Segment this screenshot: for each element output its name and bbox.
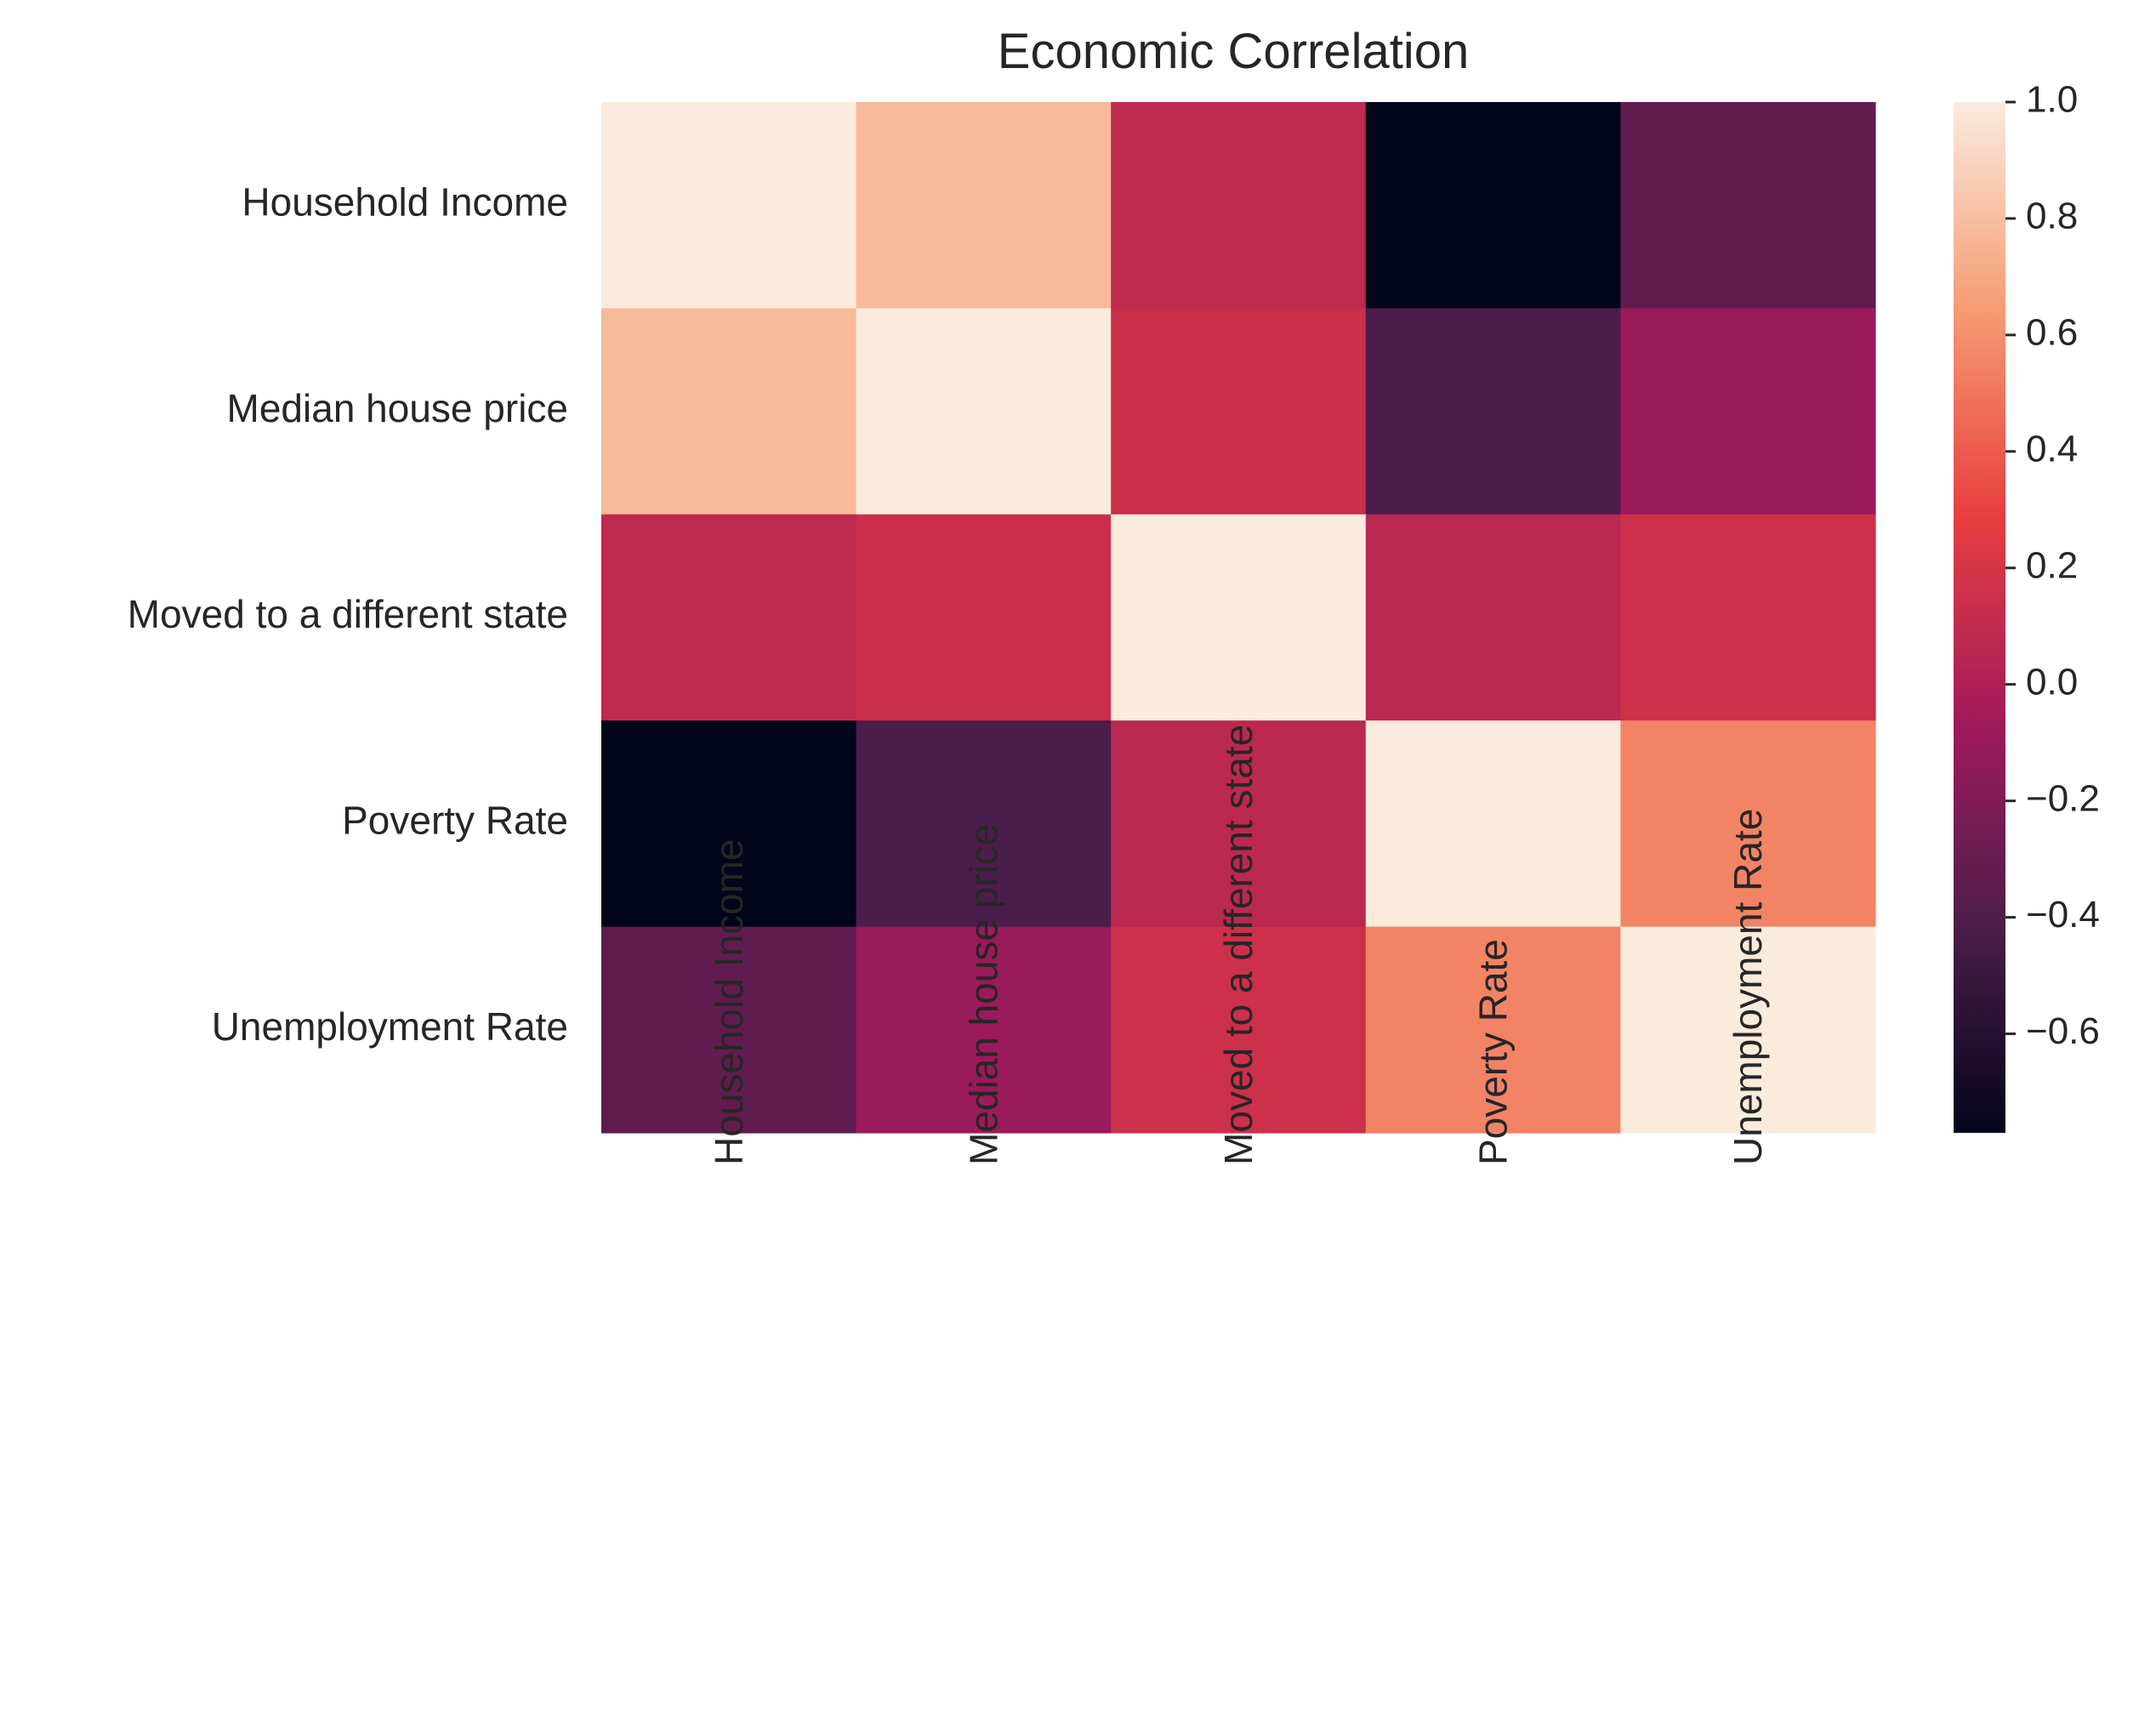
- row-label-1: Median house price: [227, 386, 568, 430]
- heatmap-cell-r0-c4: [1620, 102, 1876, 309]
- colorbar-tick-label-3: 0.4: [2026, 428, 2078, 469]
- heatmap-cell-r2-c0: [601, 514, 857, 721]
- heatmap-cell-r4-c1: [856, 926, 1112, 1134]
- heatmap-cell-r4-c0: [601, 926, 857, 1134]
- heatmap-cells: [601, 102, 1876, 1134]
- column-tick-labels: Household Income Median house price Moved …: [707, 725, 1770, 1165]
- heatmap-cell-r1-c3: [1365, 308, 1621, 515]
- row-tick-labels: Household Income Median house price Moved …: [128, 179, 568, 1049]
- row-label-0: Household Income: [242, 179, 568, 224]
- heatmap-cell-r2-c2: [1111, 514, 1367, 721]
- heatmap-cell-r1-c4: [1620, 308, 1876, 515]
- heatmap-cell-r3-c3: [1365, 720, 1621, 928]
- heatmap-cell-r3-c4: [1620, 720, 1876, 928]
- heatmap-cell-r1-c2: [1111, 308, 1367, 515]
- colorbar-tick-label-7: −0.4: [2026, 894, 2100, 936]
- column-label-3: Poverty Rate: [1471, 939, 1516, 1165]
- heatmap-cell-r2-c3: [1365, 514, 1621, 721]
- row-label-4: Unemployment Rate: [212, 1004, 568, 1049]
- colorbar-gradient: [1954, 102, 2005, 1133]
- colorbar-tick-label-4: 0.2: [2026, 544, 2078, 586]
- heatmap-cell-r0-c2: [1111, 102, 1367, 309]
- heatmap-cell-r3-c1: [856, 720, 1112, 928]
- heatmap-cell-r4-c2: [1111, 926, 1367, 1134]
- heatmap-cell-r1-c1: [856, 308, 1112, 515]
- colorbar-tick-label-2: 0.6: [2026, 312, 2078, 354]
- colorbar-tick-label-5: 0.0: [2026, 661, 2078, 702]
- heatmap-cell-r2-c4: [1620, 514, 1876, 721]
- heatmap-cell-r0-c0: [601, 102, 857, 309]
- row-label-3: Poverty Rate: [342, 799, 568, 843]
- heatmap-cell-r4-c4: [1620, 926, 1876, 1134]
- heatmap-cell-r0-c1: [856, 102, 1112, 309]
- heatmap-cell-r0-c3: [1365, 102, 1621, 309]
- colorbar: 1.0 0.8 0.6 0.4 0.2 0.0 −0.2 −0.4 −0.6: [1954, 79, 2100, 1133]
- heatmap-cell-r3-c0: [601, 720, 857, 928]
- colorbar-tick-label-1: 0.8: [2026, 196, 2078, 237]
- column-label-2: Moved to a different state: [1216, 725, 1260, 1165]
- column-label-0: Household Income: [707, 839, 751, 1165]
- colorbar-tick-label-0: 1.0: [2026, 79, 2078, 121]
- colorbar-tick-label-8: −0.6: [2026, 1010, 2100, 1052]
- column-label-4: Unemployment Rate: [1726, 809, 1770, 1165]
- colorbar-tick-label-6: −0.2: [2026, 777, 2100, 819]
- heatmap-cell-r4-c3: [1365, 926, 1621, 1134]
- row-label-2: Moved to a different state: [128, 592, 568, 636]
- heatmap-cell-r2-c1: [856, 514, 1112, 721]
- heatmap-cell-r1-c0: [601, 308, 857, 515]
- column-label-1: Median house price: [961, 824, 1005, 1165]
- chart-title: Economic Correlation: [998, 24, 1469, 79]
- heatmap-cell-r3-c2: [1111, 720, 1367, 928]
